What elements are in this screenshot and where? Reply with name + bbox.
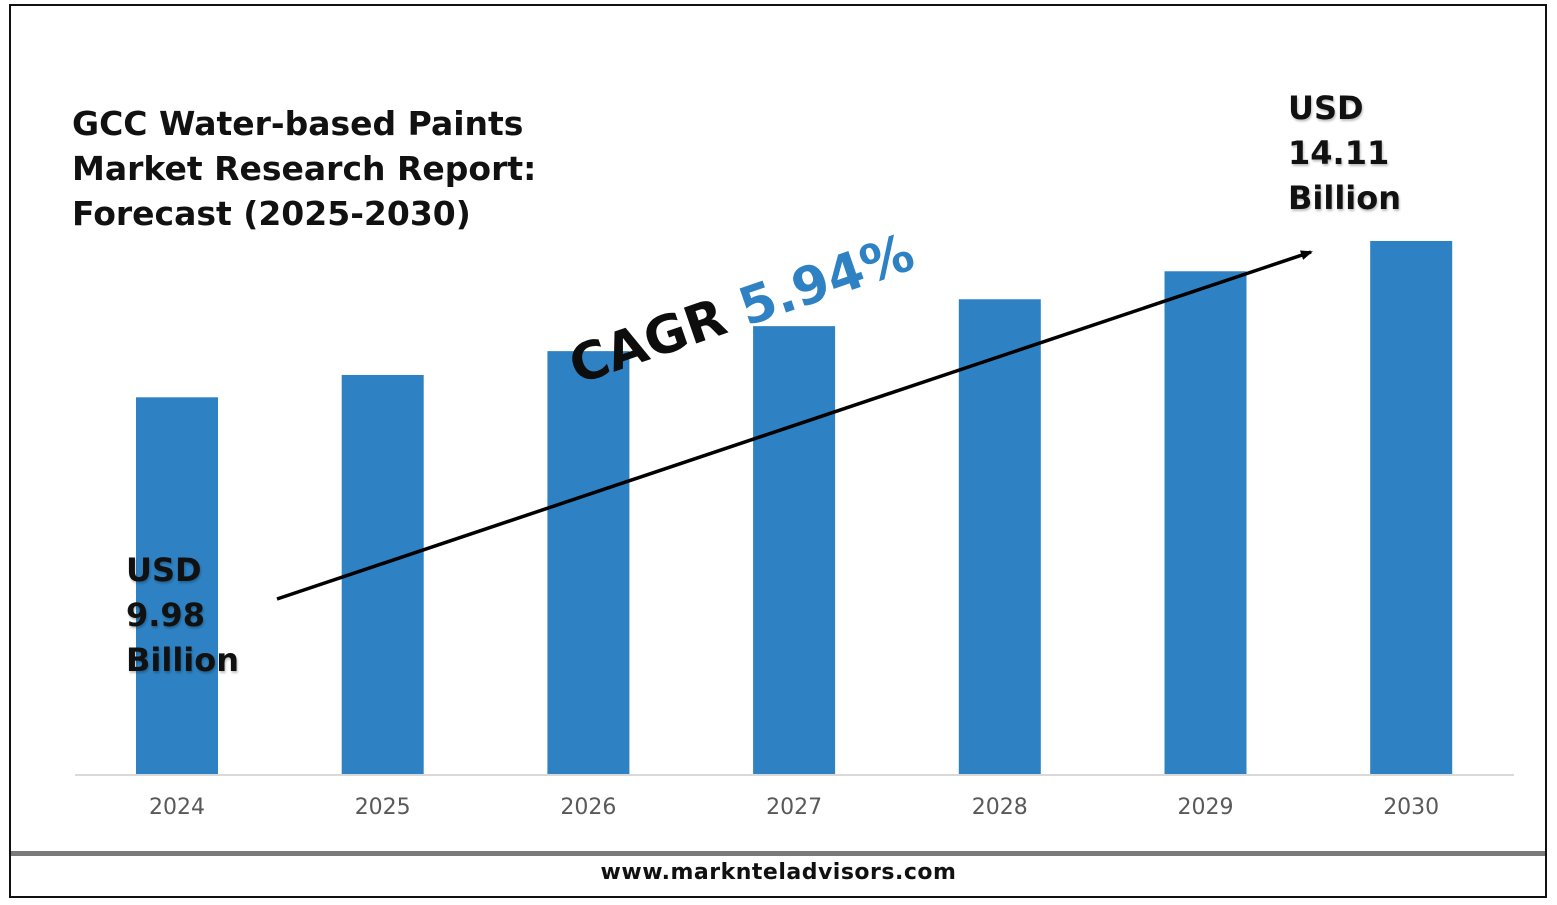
start-value-currency: USD [126,551,202,589]
chart-title-line-3: Forecast (2025-2030) [72,194,471,233]
footer-divider [11,851,1545,856]
x-tick-label-2024: 2024 [149,795,205,820]
growth-arrow [276,250,1313,601]
end-value-label: USD 14.11 Billion [1288,86,1401,221]
chart-title-line-1: GCC Water-based Paints [72,104,524,143]
chart-title-line-2: Market Research Report: [72,149,537,188]
x-tick-label-2028: 2028 [972,795,1028,820]
bar-2028 [958,299,1041,775]
bar-2025 [341,374,424,775]
chart-frame [9,4,1547,898]
bar-2026 [547,351,630,775]
x-tick-label-2026: 2026 [560,795,616,820]
start-value-amount: 9.98 [126,596,205,634]
x-tick-label-2030: 2030 [1383,795,1439,820]
bar-2027 [753,326,836,775]
start-value-label: USD 9.98 Billion [126,548,239,683]
bar-2024 [136,397,218,775]
start-value-unit: Billion [126,641,240,679]
chart-title: GCC Water-based Paints Market Research R… [72,101,552,236]
x-tick-label-2029: 2029 [1178,795,1234,820]
x-tick-label-2027: 2027 [766,795,822,820]
end-value-currency: USD [1288,89,1364,127]
bar-2030 [1370,241,1453,775]
bar-2029 [1164,271,1247,775]
end-value-unit: Billion [1288,179,1402,217]
end-value-amount: 14.11 [1288,134,1390,172]
x-tick-label-2025: 2025 [355,795,411,820]
footer-website: www.marknteladvisors.com [600,860,957,885]
